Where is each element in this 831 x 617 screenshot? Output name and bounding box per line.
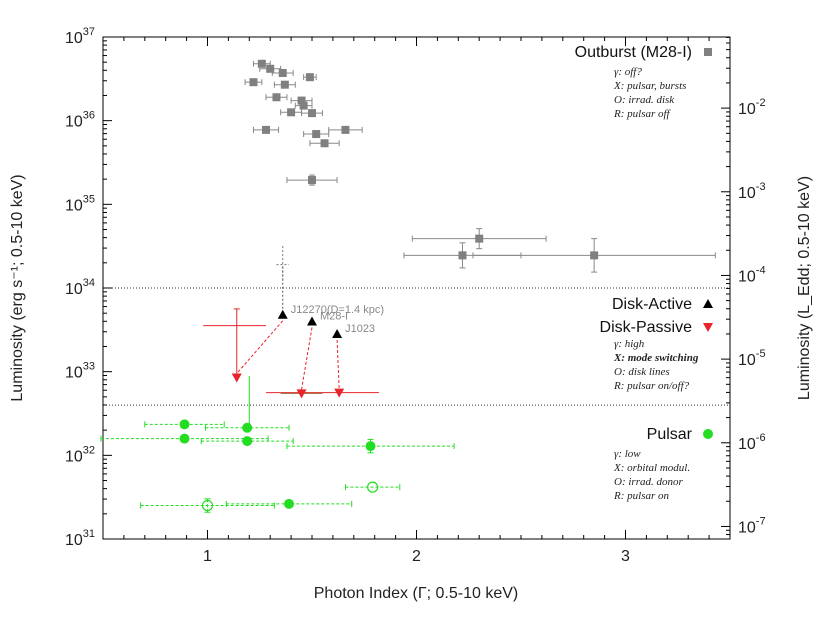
- transition-link: [236, 320, 284, 374]
- axis-ticks: 1 2 3 1031 1032 1033 1034 1035 1036 1037 10-7 10-6 1…: [65, 26, 766, 565]
- y-right-tick-label--6: 10-6: [738, 432, 766, 453]
- outburst-point: [320, 139, 329, 148]
- disk-passive-point: [334, 388, 345, 398]
- disk-active-point: [332, 329, 343, 339]
- pulsar-legend-note: O: irrad. donor: [614, 476, 683, 488]
- y-tick-label-32: 1032: [65, 444, 95, 465]
- disk-active-point: [277, 309, 288, 319]
- boundary-lines: [103, 287, 730, 406]
- pulsar-legend-note: X: orbital modul.: [613, 462, 690, 474]
- outburst-point: [280, 80, 289, 89]
- disk-passive-point: [296, 389, 307, 399]
- outburst-point: [475, 234, 484, 243]
- outburst-point: [287, 108, 296, 117]
- pulsar-legend-title: Pulsar: [647, 426, 693, 443]
- pulsar-legend-note: γ: low: [614, 448, 641, 460]
- disk-active-legend-note: O: disk lines: [614, 366, 670, 378]
- y-tick-label-31: 1031: [65, 528, 95, 549]
- disk-active-legend-note: R: pulsar on/off?: [613, 380, 690, 392]
- y-axis-title-right: Luminosity (L_Edd; 0.5-10 keV): [796, 176, 813, 400]
- outburst-point: [308, 176, 316, 185]
- outburst-point: [308, 109, 316, 118]
- disk-passive-point: [231, 373, 242, 383]
- y-tick-label-33: 1033: [65, 361, 95, 382]
- pulsar-point: [284, 498, 295, 509]
- outburst-point: [305, 73, 314, 82]
- outburst-point: [278, 68, 287, 77]
- disk-passive-legend-marker: [703, 323, 713, 332]
- disk-active-point: [307, 316, 317, 326]
- disk-active-point-label: M28-I: [320, 310, 348, 322]
- transition-links: [236, 246, 340, 390]
- outburst-point: [299, 101, 308, 110]
- outburst-point: [262, 125, 271, 134]
- disk-passive-legend-title: Disk-Passive: [600, 319, 693, 336]
- y-right-tick-label--7: 10-7: [738, 515, 766, 536]
- outburst-legend-note: γ: off?: [614, 66, 642, 78]
- y-right-tick-label--5: 10-5: [738, 348, 766, 369]
- transition-link: [336, 339, 340, 389]
- disk-active-legend-title: Disk-Active: [612, 296, 692, 313]
- y-right-tick-label--3: 10-3: [738, 181, 766, 202]
- y-right-tick-label--2: 10-2: [738, 97, 766, 118]
- y-axis-title-left: Luminosity (erg s⁻¹; 0.5-10 keV): [9, 174, 26, 401]
- pulsar-point-open: [201, 499, 214, 512]
- pulsar-legend-note: R: pulsar on: [613, 490, 670, 502]
- pulsar-point-open: [367, 481, 379, 493]
- outburst-point: [590, 251, 599, 260]
- outburst-legend-note: O: irrad. disk: [614, 94, 675, 106]
- y-right-tick-label--4: 10-4: [738, 264, 766, 285]
- pulsar-point: [365, 441, 376, 452]
- outburst-legend-marker: [704, 48, 712, 56]
- outburst-legend-title: Outburst (M28-I): [575, 44, 692, 61]
- pulsar-point: [179, 419, 190, 430]
- y-tick-label-37: 1037: [65, 26, 95, 47]
- outburst-point: [458, 251, 467, 260]
- y-tick-label-35: 1035: [65, 193, 95, 214]
- disk-active-legend-note: X: mode switching: [613, 352, 699, 364]
- x-tick-label: 2: [412, 548, 421, 565]
- pulsar-point: [242, 422, 253, 433]
- outburst-point: [266, 64, 275, 73]
- x-tick-label: 3: [621, 548, 630, 565]
- x-tick-label: 1: [203, 548, 212, 565]
- outburst-point: [312, 130, 321, 139]
- x-axis-title: Photon Index (Γ; 0.5-10 keV): [314, 585, 518, 602]
- legend-blocks: Outburst (M28-I) γ: off? X: pulsar, bursts…: [575, 44, 713, 502]
- pulsar-point: [179, 433, 190, 444]
- disk-active-legend-marker: [703, 299, 713, 308]
- outburst-point: [272, 93, 281, 102]
- outburst-point: [249, 78, 258, 87]
- disk-active-point-label: J12270(D=1.4 kpc): [291, 304, 384, 316]
- transition-link: [301, 327, 313, 390]
- pulsar-legend-marker: [703, 429, 713, 439]
- pulsar-point: [242, 436, 253, 447]
- y-tick-label-34: 1034: [65, 277, 95, 298]
- y-tick-label-36: 1036: [65, 110, 95, 131]
- disk-active-point-label: J1023: [345, 323, 375, 335]
- outburst-legend-note: X: pulsar, bursts: [613, 80, 686, 92]
- outburst-point: [297, 96, 306, 105]
- outburst-point: [341, 125, 350, 134]
- outburst-legend-note: R: pulsar off: [613, 108, 672, 120]
- disk-active-legend-note: γ: high: [614, 338, 645, 350]
- outburst-point: [257, 59, 266, 68]
